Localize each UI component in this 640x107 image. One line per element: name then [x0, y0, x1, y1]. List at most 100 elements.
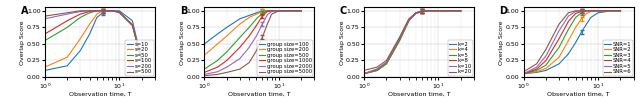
k=5 — [423, 10, 431, 11]
s=500 — [41, 15, 49, 17]
s=20 — [41, 66, 49, 68]
group size=100 — [275, 10, 283, 11]
s=20 — [104, 10, 111, 11]
SNR=2 — [594, 10, 602, 11]
SNR=1 — [616, 10, 624, 11]
s=200 — [99, 10, 107, 11]
SNR=6 — [594, 10, 602, 11]
group size=5000 — [268, 13, 275, 15]
group size=100 — [288, 10, 296, 11]
SNR=1 — [520, 73, 527, 74]
Line: SNR=2: SNR=2 — [524, 11, 620, 74]
s=20 — [129, 23, 136, 25]
group size=5000 — [223, 72, 230, 73]
SNR=1 — [533, 72, 541, 73]
group size=1000 — [275, 10, 283, 11]
k=2 — [373, 70, 381, 71]
SNR=3 — [564, 29, 572, 30]
Line: SNR=6: SNR=6 — [524, 11, 620, 72]
k=5 — [396, 40, 403, 41]
Line: s=50: s=50 — [45, 11, 141, 60]
k=20 — [383, 60, 390, 61]
k=4 — [418, 11, 426, 12]
s=100 — [99, 10, 107, 11]
s=200 — [129, 25, 136, 26]
SNR=1 — [587, 17, 595, 18]
k=8 — [423, 10, 431, 11]
k=2 — [448, 10, 456, 11]
k=10 — [418, 11, 426, 12]
k=20 — [423, 10, 431, 11]
group size=2000 — [245, 47, 253, 48]
s=100 — [41, 33, 49, 35]
k=2 — [418, 10, 426, 11]
s=100 — [108, 10, 116, 11]
group size=5000 — [245, 62, 253, 63]
group size=100 — [259, 10, 266, 11]
SNR=5 — [587, 10, 595, 11]
Text: B: B — [180, 6, 188, 16]
group size=5000 — [275, 10, 283, 11]
SNR=3 — [578, 12, 586, 13]
SNR=4 — [542, 60, 550, 61]
k=2 — [396, 40, 403, 41]
Line: group size=500: group size=500 — [204, 11, 301, 69]
k=4 — [383, 63, 390, 64]
k=10 — [428, 10, 435, 11]
SNR=3 — [616, 10, 624, 11]
s=500 — [104, 10, 111, 11]
group size=200 — [214, 43, 221, 45]
X-axis label: Observation time, T: Observation time, T — [388, 92, 451, 97]
SNR=4 — [564, 21, 572, 22]
Legend: s=10, s=20, s=50, s=100, s=200, s=500: s=10, s=20, s=50, s=100, s=200, s=500 — [125, 40, 154, 76]
k=8 — [457, 10, 465, 11]
k=10 — [360, 73, 368, 74]
s=200 — [86, 10, 93, 11]
SNR=3 — [533, 70, 541, 71]
k=20 — [405, 18, 413, 19]
s=100 — [129, 25, 136, 26]
group size=200 — [275, 10, 283, 11]
k=10 — [383, 62, 390, 63]
k=5 — [383, 63, 390, 64]
SNR=1 — [594, 12, 602, 13]
SNR=2 — [582, 13, 590, 14]
SNR=3 — [572, 17, 579, 18]
k=4 — [405, 20, 413, 21]
k=2 — [405, 20, 413, 21]
SNR=2 — [520, 73, 527, 74]
group size=100 — [253, 12, 260, 13]
s=10 — [115, 10, 123, 11]
SNR=2 — [572, 27, 579, 28]
SNR=6 — [587, 10, 595, 11]
k=8 — [405, 19, 413, 21]
SNR=6 — [582, 10, 590, 11]
s=500 — [93, 10, 100, 11]
group size=100 — [236, 18, 244, 19]
s=10 — [86, 33, 93, 35]
Y-axis label: Overlap Score: Overlap Score — [340, 20, 345, 65]
group size=5000 — [264, 23, 271, 25]
group size=200 — [223, 35, 230, 37]
group size=200 — [268, 10, 275, 11]
SNR=2 — [616, 10, 624, 11]
k=10 — [457, 10, 465, 11]
k=8 — [428, 10, 435, 11]
Legend: group size=100, group size=200, group size=500, group size=1000, group size=2000: group size=100, group size=200, group si… — [257, 40, 314, 76]
SNR=5 — [607, 10, 615, 11]
s=20 — [138, 60, 145, 61]
s=500 — [138, 60, 145, 61]
Line: group size=5000: group size=5000 — [204, 11, 301, 76]
SNR=6 — [533, 63, 541, 64]
k=10 — [373, 68, 381, 70]
group size=200 — [264, 10, 271, 11]
group size=500 — [214, 60, 221, 61]
group size=1000 — [253, 25, 260, 26]
SNR=4 — [582, 10, 590, 11]
Line: s=500: s=500 — [45, 11, 141, 60]
Line: group size=2000: group size=2000 — [204, 11, 301, 74]
k=2 — [435, 10, 442, 11]
s=20 — [115, 12, 123, 13]
k=5 — [457, 10, 465, 11]
k=8 — [412, 13, 420, 14]
